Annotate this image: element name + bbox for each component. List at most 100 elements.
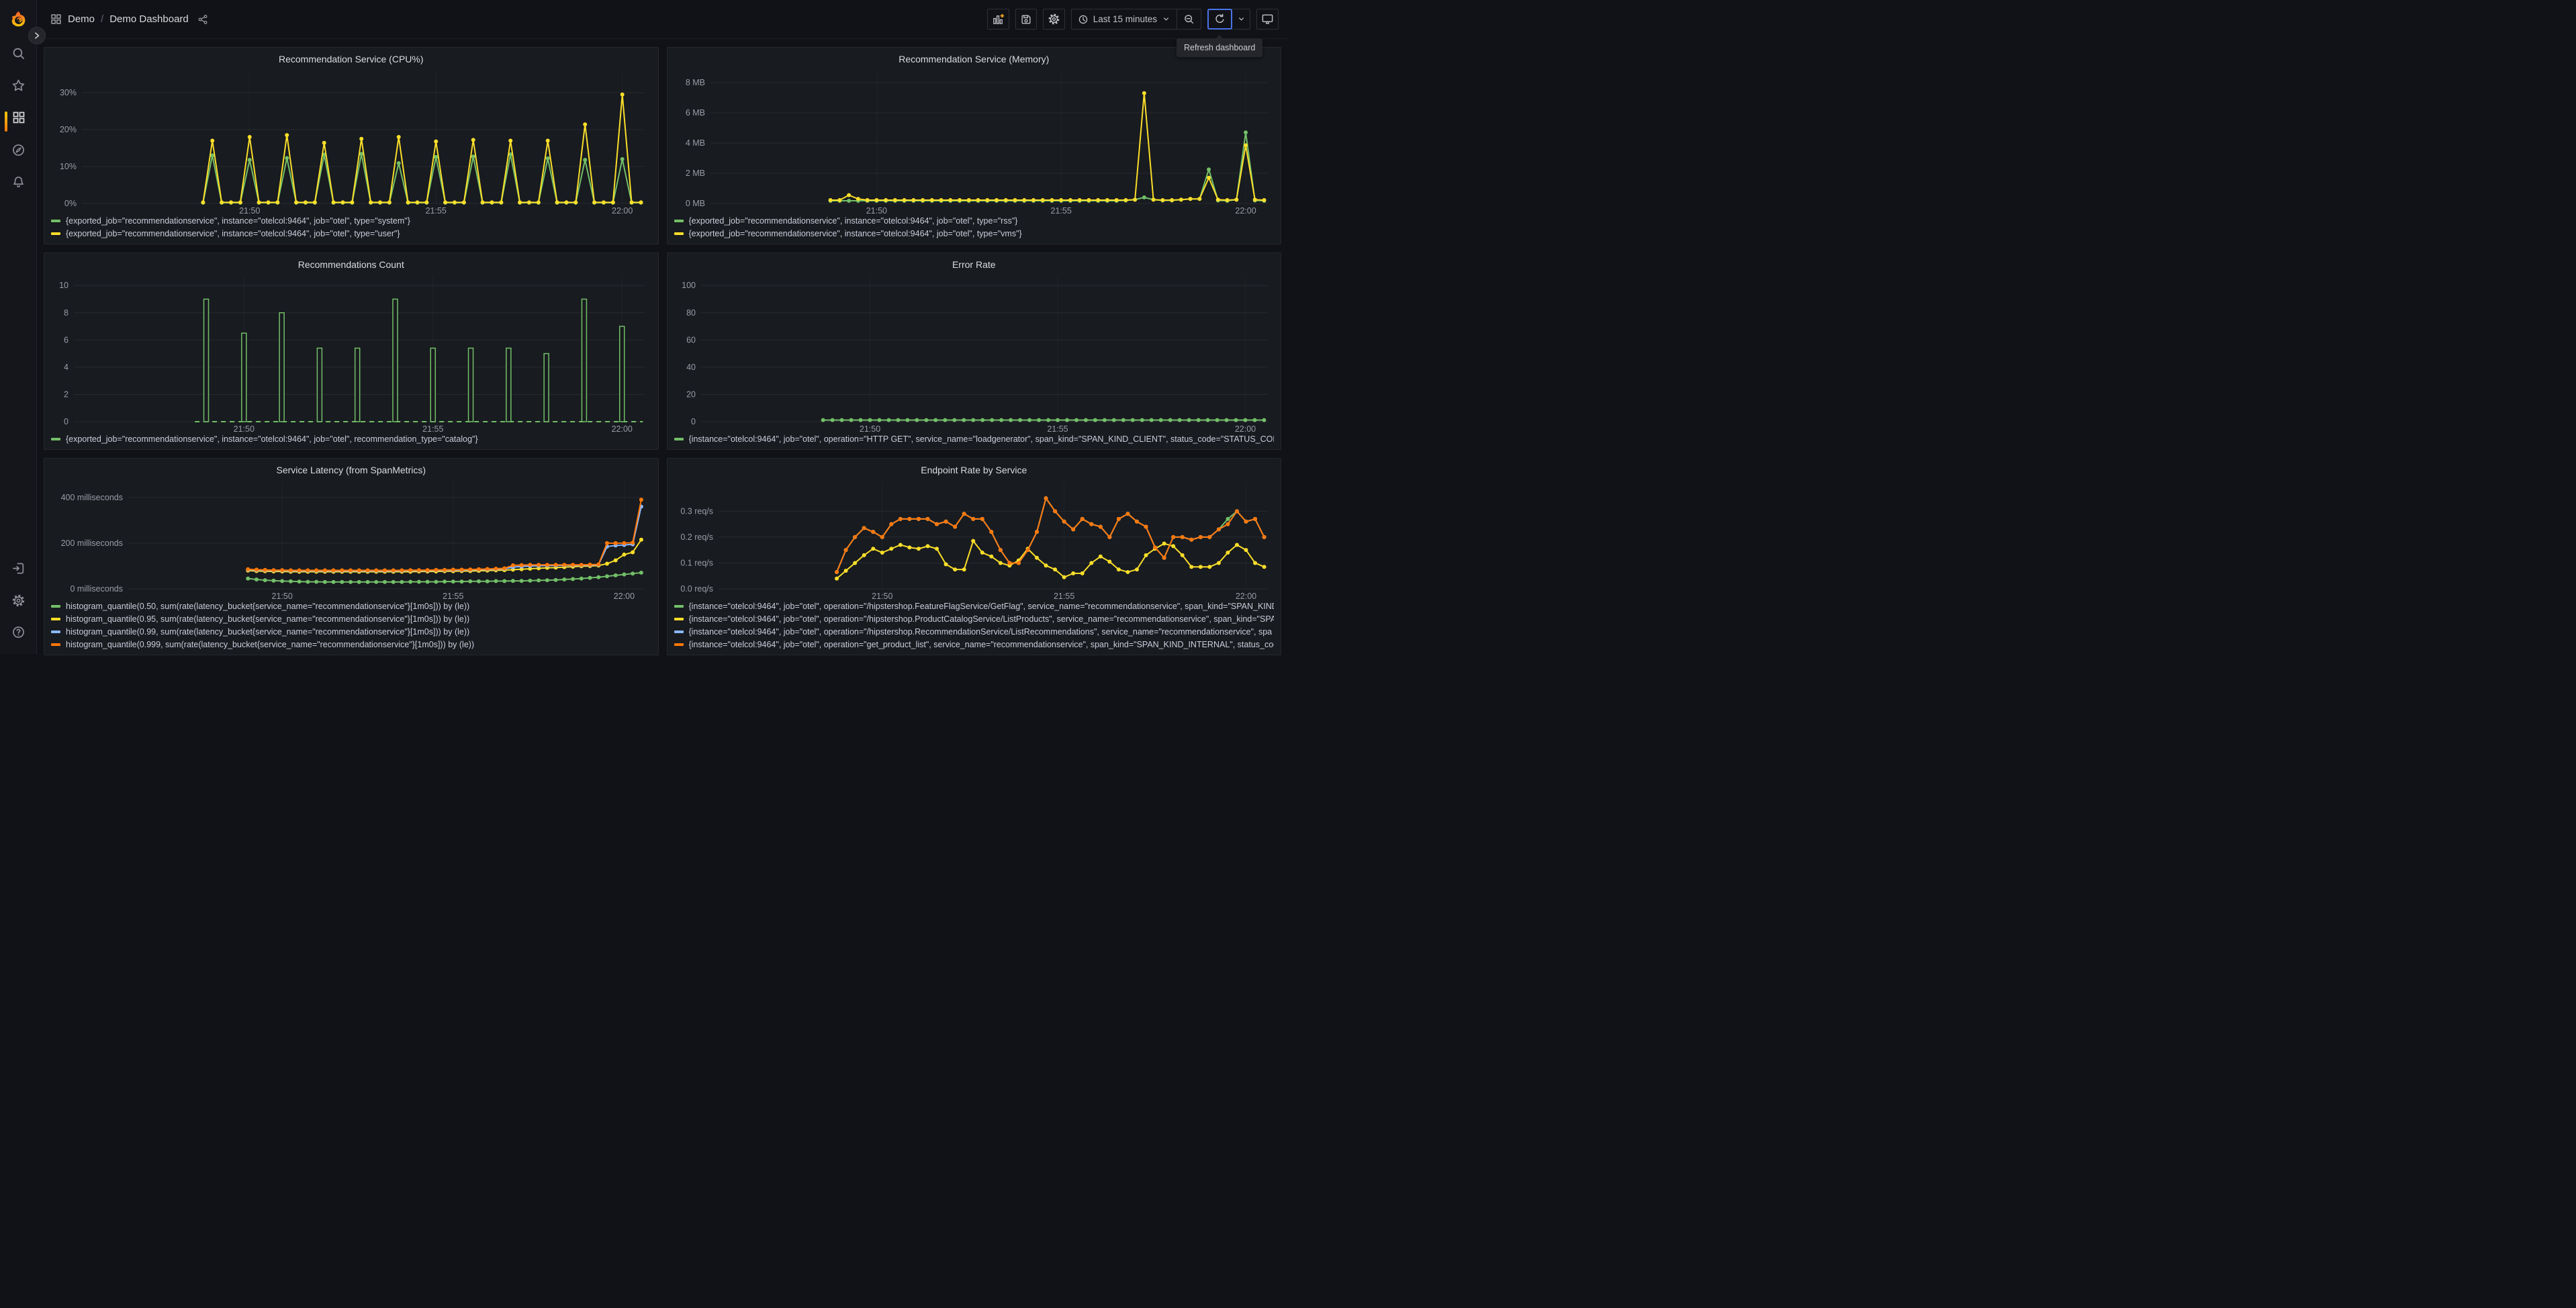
panel-legend: histogram_quantile(0.50, sum(rate(latenc… (51, 600, 651, 651)
data-point (425, 579, 430, 584)
legend-item[interactable]: {exported_job="recommendationservice", i… (51, 432, 651, 445)
tooltip-refresh-dashboard: Refresh dashboard (1177, 35, 1263, 57)
breadcrumb-dashboards-icon[interactable] (50, 13, 62, 25)
data-point (1144, 553, 1148, 557)
y-axis-label: 20 (686, 389, 696, 399)
series-line (830, 92, 1264, 201)
save-dashboard-button[interactable] (1015, 9, 1037, 30)
data-point (1198, 534, 1203, 539)
data-point (1062, 519, 1066, 524)
cpu-time-series-plot[interactable]: 21:50 21:55 22:00 0% 10% 20% 30% (51, 66, 651, 214)
legend-item[interactable]: histogram_quantile(0.999, sum(rate(laten… (51, 638, 651, 651)
legend-item[interactable]: {exported_job="recommendationservice", i… (674, 227, 1275, 240)
data-point (519, 563, 524, 567)
data-point (1093, 418, 1097, 422)
data-point (1144, 524, 1148, 529)
sidebar-item-search[interactable] (0, 40, 37, 66)
data-point (1198, 565, 1203, 569)
data-point (1016, 561, 1021, 565)
data-point (1196, 418, 1201, 422)
data-point (357, 579, 361, 584)
refresh-interval-dropdown[interactable] (1232, 9, 1250, 29)
cycle-view-mode-button[interactable] (1256, 9, 1279, 30)
sidebar-item-sign-in[interactable] (0, 555, 37, 581)
data-point (622, 552, 627, 557)
data-point (846, 198, 851, 203)
header: Demo / Demo Dashboard (37, 0, 1288, 39)
data-point (639, 200, 643, 205)
sidebar-expand-button[interactable] (28, 27, 46, 44)
data-point (1187, 418, 1191, 422)
grafana-logo[interactable] (9, 11, 28, 32)
sidebar-item-help[interactable] (0, 618, 37, 645)
data-point (948, 197, 952, 202)
data-point (1215, 418, 1220, 422)
sidebar-item-dashboards[interactable] (0, 104, 37, 131)
add-panel-icon (993, 13, 1004, 24)
legend-item[interactable]: histogram_quantile(0.99, sum(rate(latenc… (51, 625, 651, 638)
data-point (920, 197, 925, 202)
x-axis-label: 21:50 (866, 206, 886, 214)
data-point (880, 534, 884, 539)
data-point (1077, 197, 1082, 202)
data-point (629, 200, 634, 205)
panel-title[interactable]: Service Latency (from SpanMetrics) (276, 465, 426, 475)
data-point (468, 567, 473, 571)
data-point (349, 568, 353, 573)
legend-item[interactable]: {exported_job="recommendationservice", i… (674, 214, 1275, 227)
legend-item[interactable]: histogram_quantile(0.50, sum(rate(latenc… (51, 600, 651, 612)
legend-label: {instance="otelcol:9464", job="otel", op… (688, 639, 1275, 649)
data-point (1107, 559, 1111, 564)
panel-title[interactable]: Endpoint Rate by Service (921, 465, 1027, 475)
legend-item[interactable]: histogram_quantile(0.95, sum(rate(latenc… (51, 612, 651, 625)
bar (279, 312, 285, 422)
endpoint-rate-plot[interactable]: 21:50 21:55 22:00 0.0 req/s 0.1 req/s 0.2 req… (674, 477, 1275, 600)
sidebar-item-explore[interactable] (0, 136, 37, 163)
legend-item[interactable]: {exported_job="recommendationservice", i… (51, 227, 651, 240)
data-point (858, 418, 863, 422)
legend-label: {exported_job="recommendationservice", i… (66, 216, 410, 226)
data-point (400, 568, 404, 573)
data-point (374, 568, 379, 573)
zoom-out-time-button[interactable] (1177, 9, 1201, 29)
legend-item[interactable]: {instance="otelcol:9464", job="otel", op… (674, 625, 1275, 638)
dashboard-settings-button[interactable] (1042, 9, 1065, 30)
error-rate-plot[interactable]: 21:50 21:55 22:00 0 20 40 60 80 100 (674, 272, 1275, 432)
legend-item[interactable]: {instance="otelcol:9464", job="otel", op… (674, 432, 1274, 445)
data-point (494, 579, 498, 583)
data-point (610, 200, 615, 205)
panel-title[interactable]: Recommendations Count (297, 259, 404, 270)
bar (506, 347, 512, 422)
recommendations-count-plot[interactable]: 21:50 21:55 22:00 0 2 4 6 8 10 (51, 272, 651, 432)
refresh-dashboard-button[interactable] (1207, 9, 1232, 30)
legend-item[interactable]: {instance="otelcol:9464", job="otel", op… (674, 612, 1274, 625)
legend-item[interactable]: {exported_job="recommendationservice", i… (51, 214, 651, 227)
data-point (451, 567, 455, 572)
y-axis-label: 0 (64, 417, 68, 426)
data-point (886, 418, 890, 422)
panel-title[interactable]: Recommendation Service (Memory) (899, 54, 1050, 64)
data-point (980, 550, 984, 555)
sidebar-item-configuration[interactable] (0, 587, 37, 614)
data-point (583, 122, 588, 127)
time-range-picker[interactable]: Last 15 minutes (1072, 9, 1177, 29)
data-point (1243, 130, 1248, 135)
service-latency-plot[interactable]: 21:50 21:55 22:00 0 milliseconds 200 millise… (51, 477, 651, 600)
data-point (939, 197, 944, 202)
gear-icon (12, 594, 25, 606)
add-panel-button[interactable] (986, 9, 1009, 30)
data-point (340, 579, 344, 584)
data-point (1158, 418, 1163, 422)
panel-title[interactable]: Recommendation Service (CPU%) (278, 54, 424, 64)
legend-item[interactable]: {instance="otelcol:9464", job="otel", op… (674, 600, 1274, 612)
panel-title[interactable]: Error Rate (952, 259, 996, 270)
data-point (1031, 197, 1036, 202)
sidebar-item-alerting[interactable] (0, 169, 37, 195)
breadcrumb-section[interactable]: Demo (68, 13, 95, 25)
data-point (639, 537, 643, 542)
legend-item[interactable]: {instance="otelcol:9464", job="otel", op… (674, 638, 1275, 651)
sidebar-item-starred[interactable] (0, 72, 37, 99)
memory-time-series-plot[interactable]: 21:50 21:55 22:00 0 MB 2 MB 4 MB 6 MB 8 MB (674, 66, 1275, 214)
share-dashboard-button[interactable] (197, 14, 208, 25)
panel-service-latency: Service Latency (from SpanMetrics) 21:50… (44, 458, 659, 655)
